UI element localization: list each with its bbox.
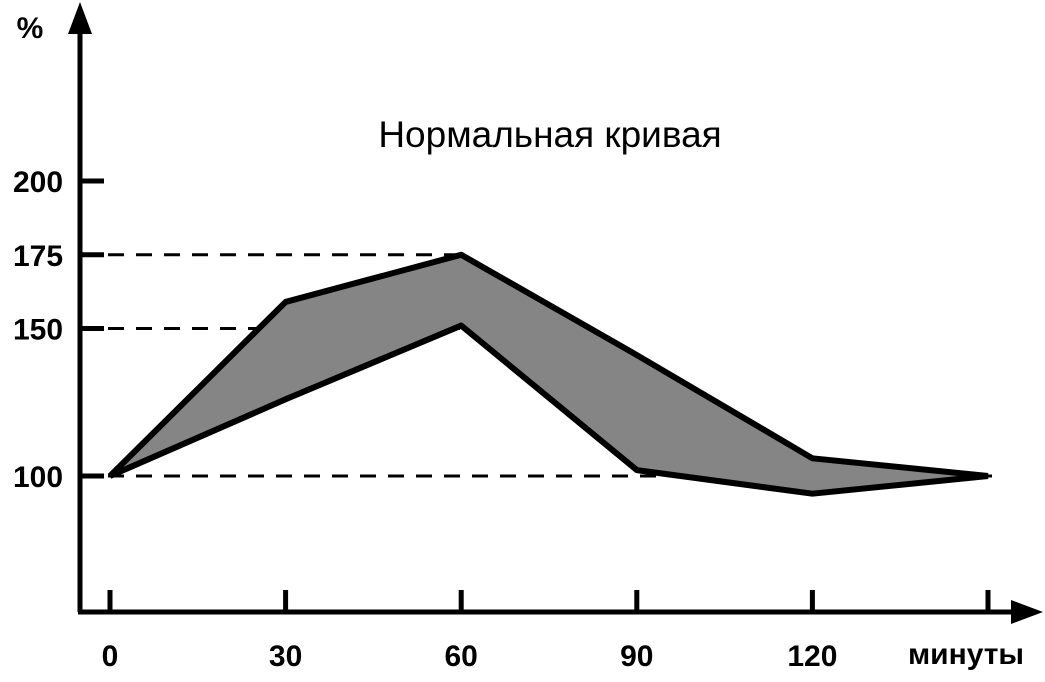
chart-title: Нормальная кривая — [378, 114, 721, 155]
x-tick-label-120: 120 — [787, 640, 837, 673]
y-axis-label: % — [17, 12, 44, 45]
normal-range-band — [107, 251, 989, 497]
y-tick-label-200: 200 — [13, 166, 63, 199]
ticks — [80, 178, 991, 612]
band-fill — [110, 254, 988, 494]
x-axis-label: минуты — [908, 638, 1024, 671]
y-tick-label-175: 175 — [13, 240, 63, 273]
axes — [68, 2, 1043, 624]
y-tick-label-150: 150 — [13, 314, 63, 347]
y-tick-label-100: 100 — [13, 461, 63, 494]
upper-bound-line — [107, 251, 989, 479]
x-tick-label-0: 0 — [102, 640, 119, 673]
y-axis-arrow — [68, 2, 92, 34]
x-tick-label-60: 60 — [445, 640, 478, 673]
tick-labels: 0 30 60 90 120 100 150 175 200 — [13, 166, 837, 673]
x-axis-arrow — [1011, 600, 1043, 624]
x-tick-label-90: 90 — [620, 640, 653, 673]
x-tick-label-30: 30 — [269, 640, 302, 673]
lower-bound-line — [108, 322, 989, 497]
